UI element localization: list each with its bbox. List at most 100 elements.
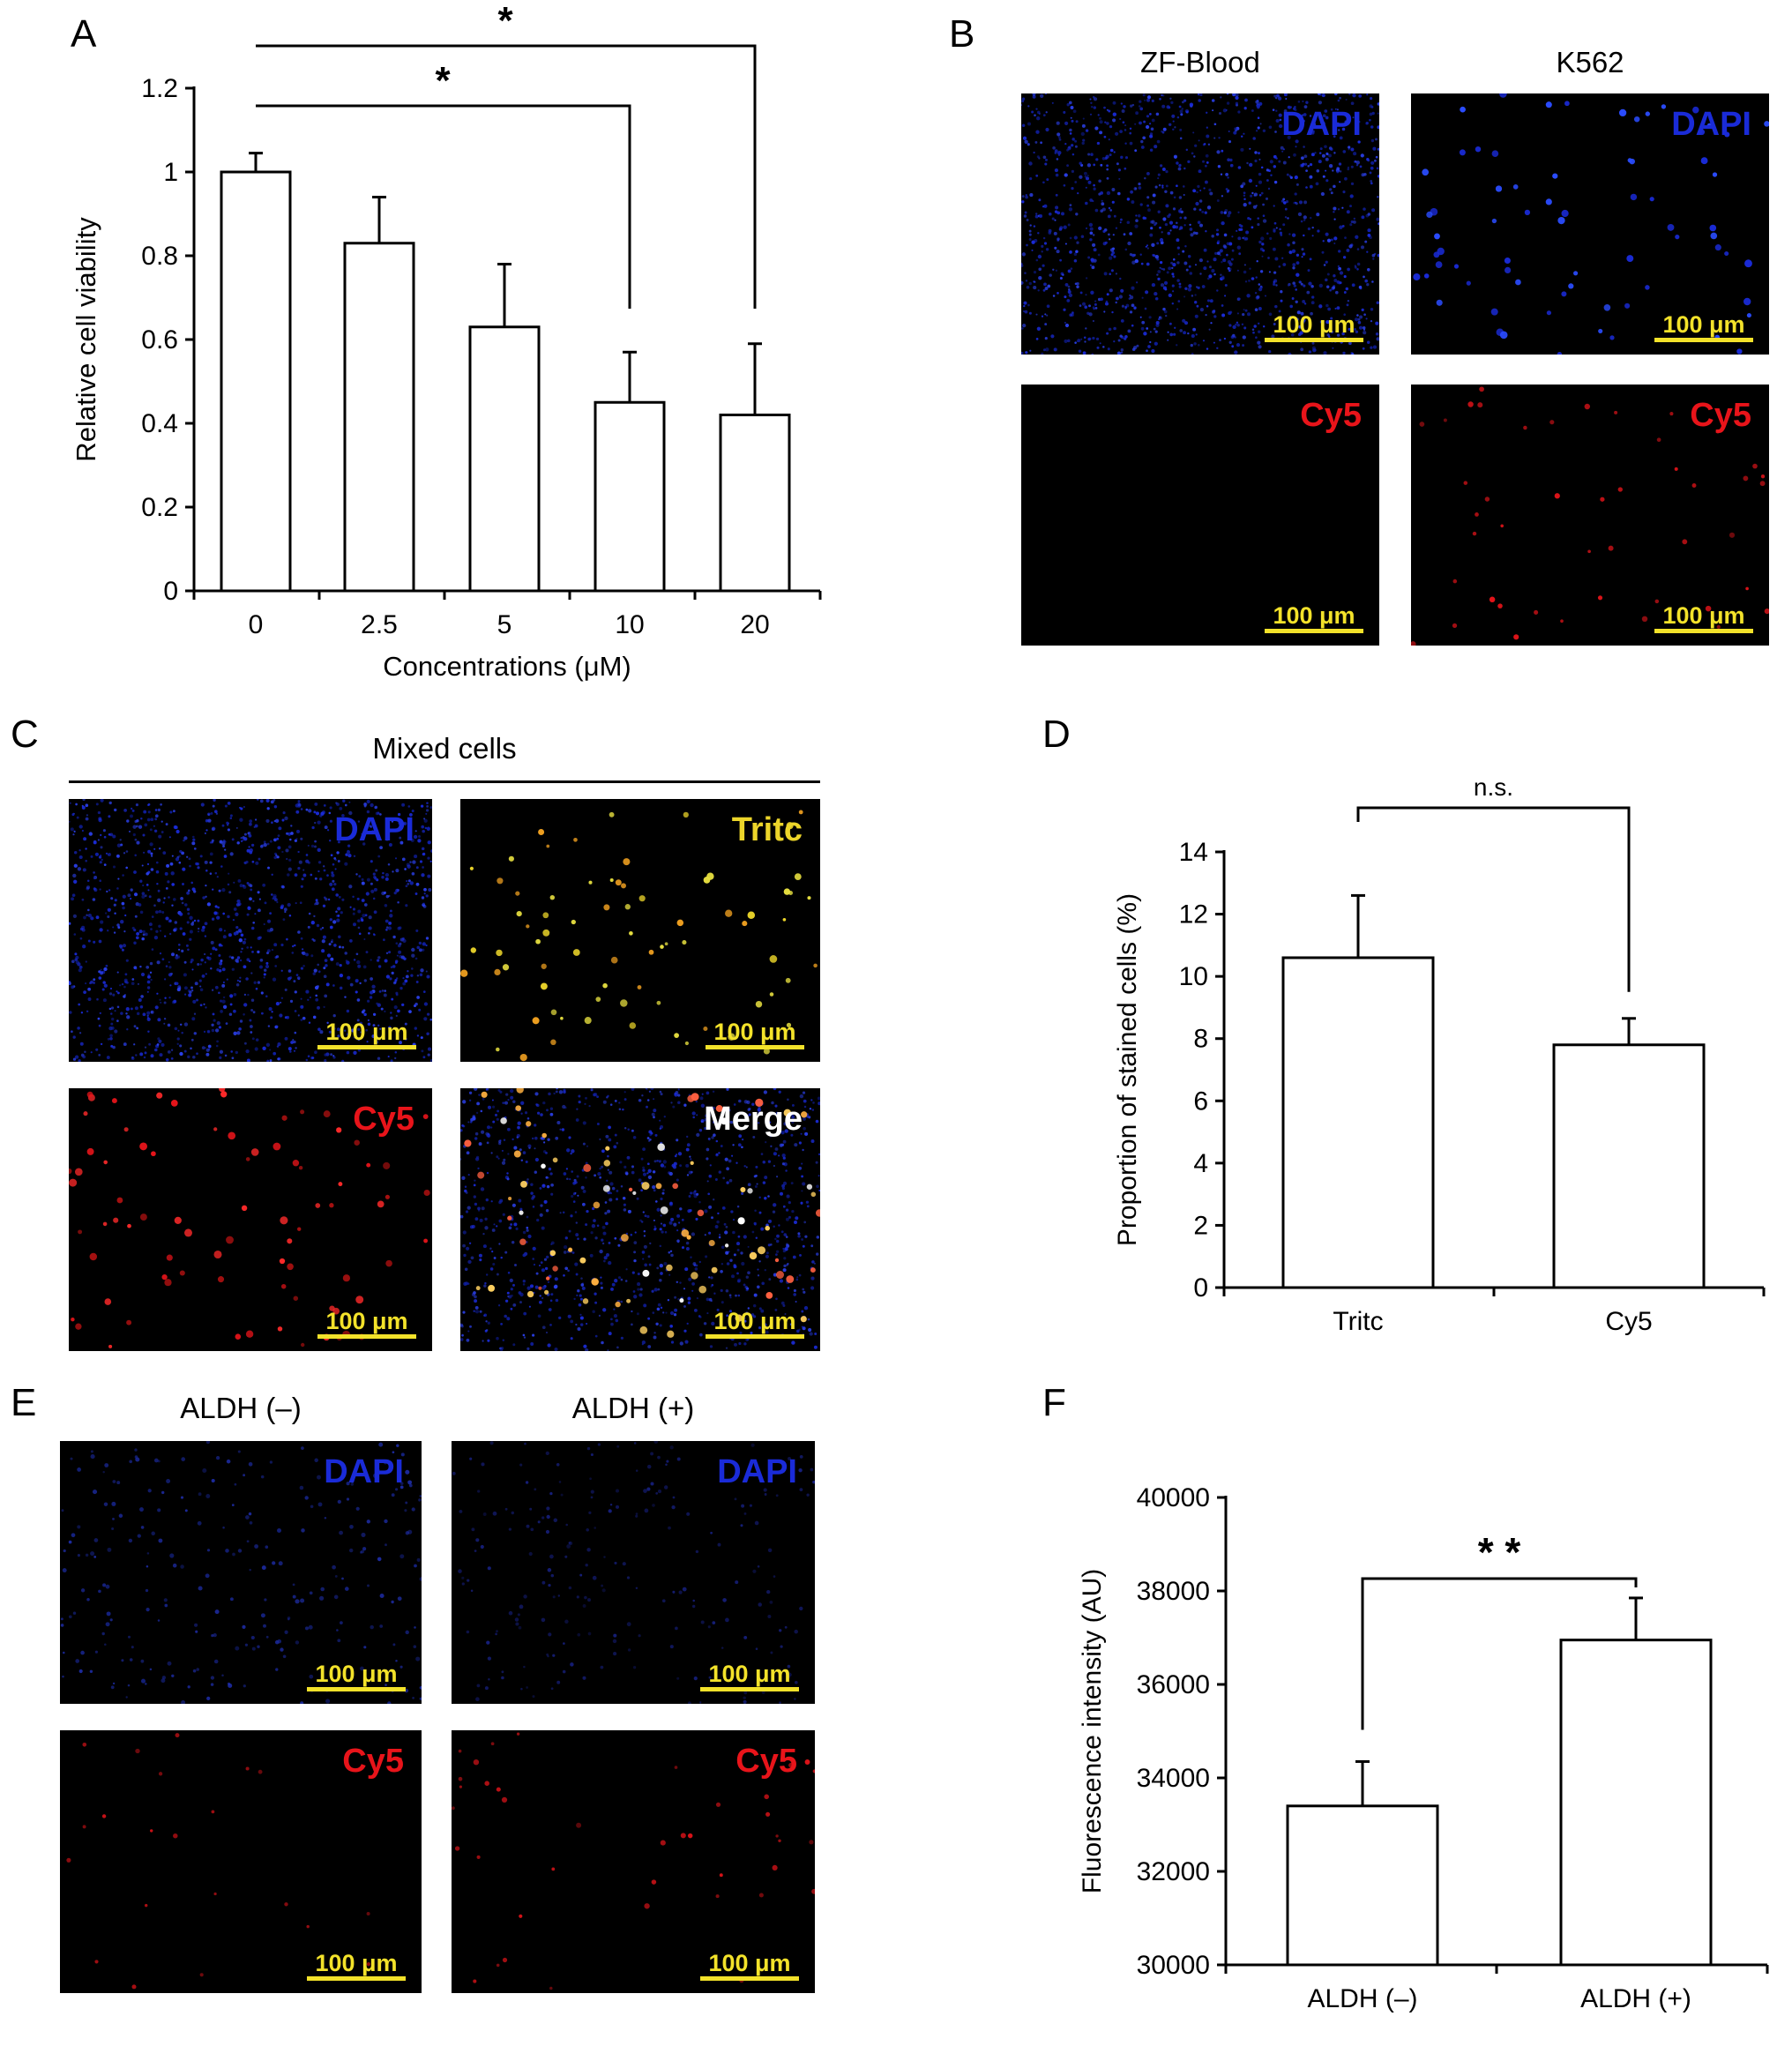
cell-dot (1222, 108, 1228, 113)
cell-dot (363, 979, 367, 982)
cell-dot (1021, 97, 1026, 101)
cell-dot (704, 1117, 708, 1122)
cell-dot (259, 799, 264, 803)
cell-dot (1243, 270, 1247, 274)
cell-dot (541, 1617, 546, 1623)
cell-dot (1206, 347, 1209, 350)
cell-dot (111, 1501, 116, 1506)
cell-dot (273, 855, 277, 860)
cell-dot (1135, 281, 1139, 284)
cell-dot (305, 989, 310, 994)
cell-dot (179, 1044, 183, 1048)
cell-dot (724, 1230, 728, 1235)
cell-dot (146, 872, 149, 876)
cell-dot (1372, 146, 1377, 151)
cell-dot (609, 1198, 613, 1202)
cell-dot (92, 898, 96, 901)
cell-dot (190, 922, 194, 926)
stain-label-merge: Merge (704, 1101, 803, 1138)
cell-dot (798, 1141, 802, 1145)
cell-dot (108, 889, 111, 892)
scale-bar: 100 μm (700, 1661, 799, 1691)
cell-dot (265, 1635, 269, 1639)
cell-dot (564, 1555, 568, 1558)
cell-dot (62, 1651, 65, 1654)
cell-dot (182, 883, 184, 885)
cell-dot (1161, 231, 1163, 234)
cell-dot (122, 874, 124, 877)
cell-dot (1073, 259, 1078, 263)
cell-dot (706, 1157, 709, 1161)
cell-dot (71, 960, 75, 964)
cell-dot (102, 1221, 108, 1227)
cell-dot (584, 1102, 586, 1106)
cell-dot (219, 961, 223, 966)
cell-dot (636, 1312, 639, 1316)
cell-dot (337, 1034, 340, 1038)
cell-dot (149, 1668, 153, 1671)
cell-dot (1156, 139, 1161, 144)
cell-dot (616, 1189, 619, 1192)
cell-dot (164, 978, 167, 981)
cell-dot (718, 1236, 721, 1239)
cell-dot (1154, 221, 1158, 225)
cell-dot (496, 1630, 498, 1633)
cell-dot (176, 988, 181, 992)
cell-dot (460, 1158, 462, 1161)
cell-dot (605, 1146, 610, 1151)
cell-dot (259, 965, 263, 969)
cell-dot (1358, 121, 1361, 123)
cell-dot (344, 996, 347, 998)
cell-dot (221, 841, 226, 846)
cell-dot (291, 945, 295, 948)
cell-dot (1043, 242, 1048, 245)
cell-dot (1163, 280, 1169, 285)
cell-dot (317, 1475, 321, 1480)
cell-dot (107, 853, 110, 856)
cell-dot (577, 1632, 581, 1637)
cell-dot (499, 1348, 504, 1351)
cell-dot (233, 1009, 236, 1013)
cell-dot (502, 1957, 508, 1963)
cell-dot (204, 952, 206, 956)
cell-dot (131, 1984, 137, 1990)
cell-dot (1192, 327, 1197, 332)
cell-dot (362, 842, 366, 846)
cell-dot (775, 1253, 778, 1256)
cell-dot (109, 1618, 113, 1622)
cell-dot (620, 999, 628, 1007)
cell-dot (1194, 264, 1198, 266)
cell-dot (1426, 211, 1433, 219)
cell-dot (541, 1163, 546, 1169)
cell-dot (114, 1010, 116, 1012)
cell-dot (413, 1004, 417, 1008)
cell-dot (1240, 135, 1243, 138)
cell-dot (536, 1111, 541, 1115)
cell-dot (540, 1113, 543, 1116)
cell-dot (243, 1013, 245, 1016)
cell-dot (1295, 183, 1299, 186)
cell-dot (1267, 257, 1270, 259)
cell-dot (366, 1162, 371, 1168)
cell-dot (1278, 265, 1281, 268)
cell-dot (144, 1051, 147, 1055)
cell-dot (218, 1026, 222, 1029)
cell-dot (590, 1452, 594, 1457)
cell-dot (1115, 131, 1119, 136)
cell-dot (1133, 306, 1137, 310)
cell-dot (1146, 349, 1148, 353)
cell-dot (794, 1629, 798, 1634)
cell-dot (129, 1460, 133, 1464)
cell-dot (801, 1162, 803, 1165)
cell-dot (1258, 180, 1263, 184)
cell-dot (314, 1050, 317, 1054)
cell-dot (507, 1153, 510, 1155)
cell-dot (362, 965, 367, 969)
cell-dot (495, 1632, 497, 1636)
cell-dot (1303, 302, 1307, 305)
cell-dot (1203, 266, 1207, 271)
cell-dot (116, 923, 120, 927)
cell-dot (517, 1125, 520, 1130)
cell-dot (157, 1018, 161, 1022)
cell-dot (1145, 245, 1147, 248)
